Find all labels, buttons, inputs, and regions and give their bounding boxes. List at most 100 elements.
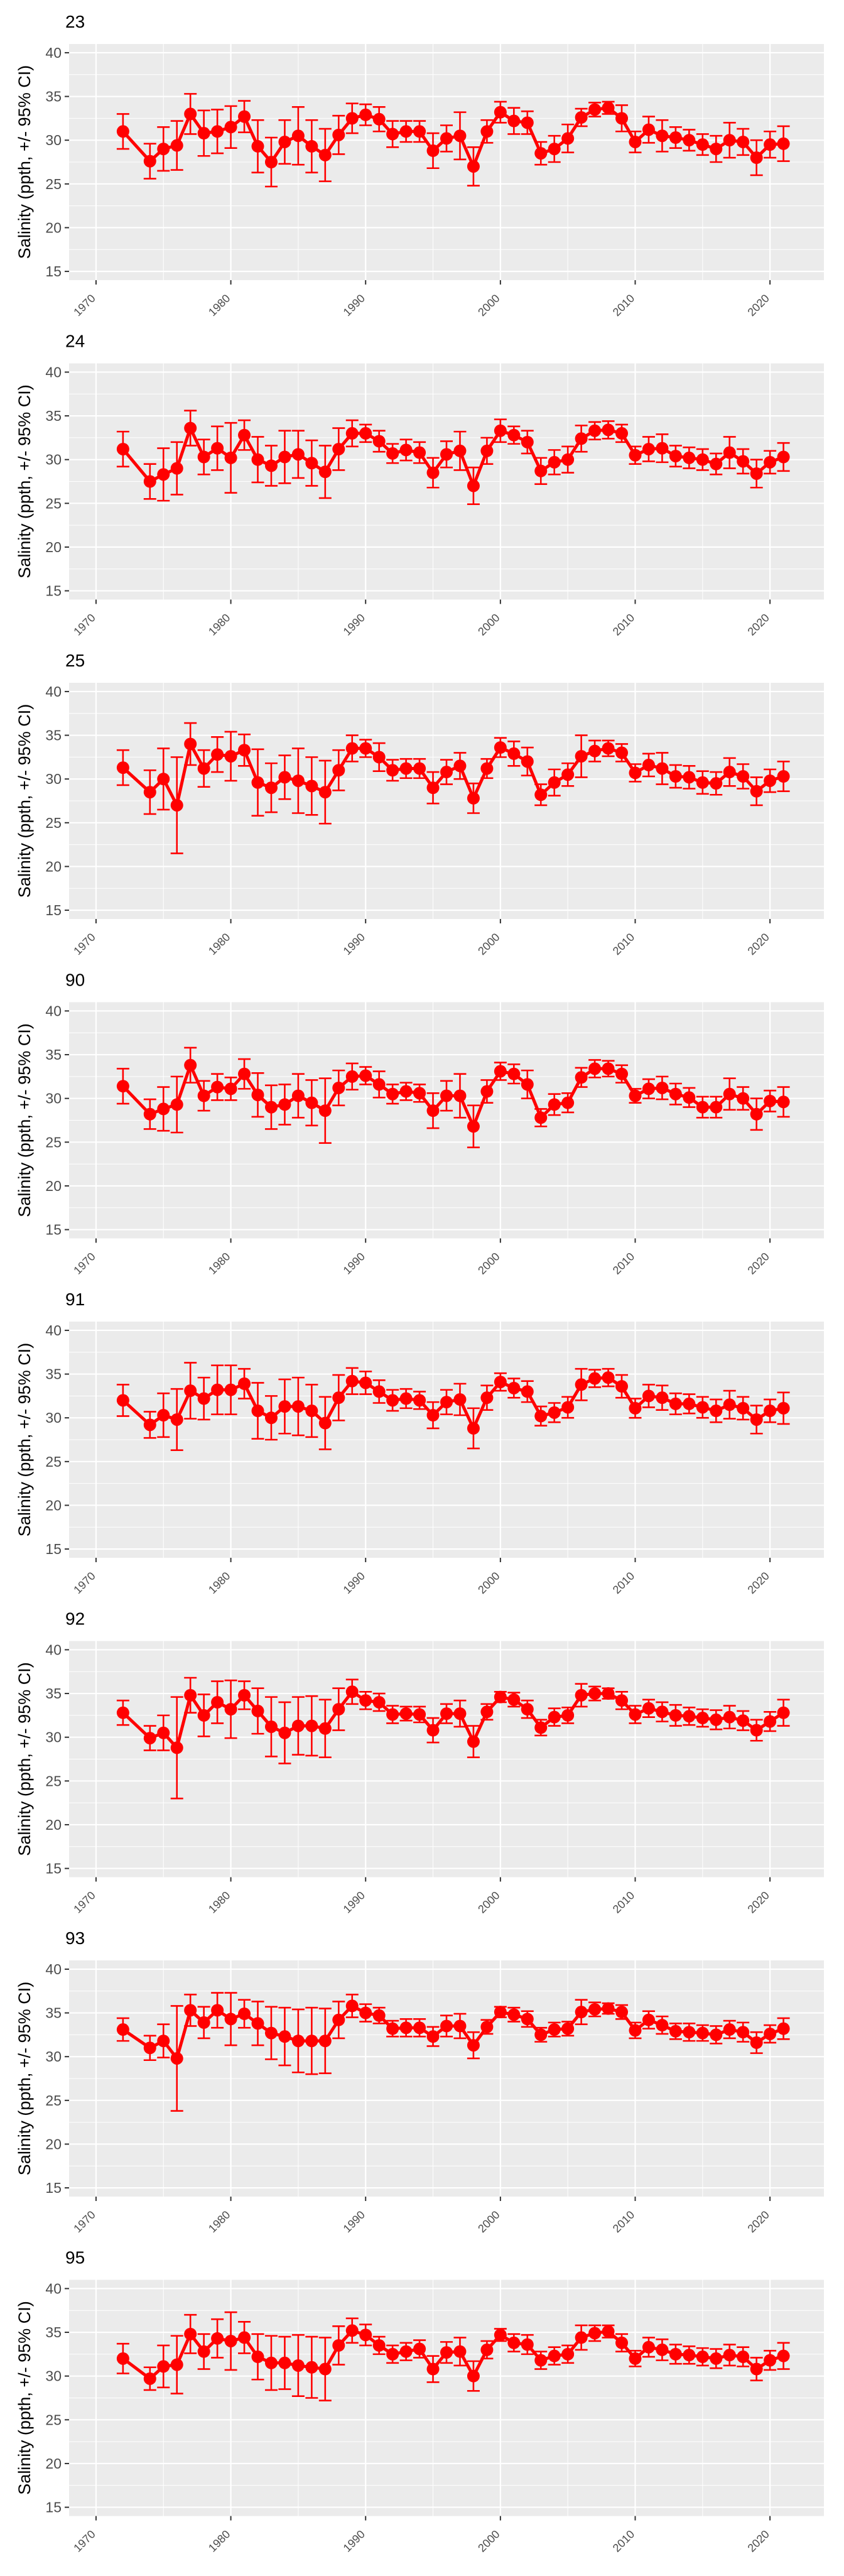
x-tick-label: 1980 <box>206 1250 232 1276</box>
data-point <box>521 435 534 448</box>
data-point <box>224 1703 237 1716</box>
data-point <box>710 1101 723 1114</box>
y-tick-label: 40 <box>45 683 62 700</box>
data-point <box>453 1707 467 1720</box>
data-point <box>170 1098 183 1111</box>
data-point <box>750 151 763 165</box>
data-point <box>399 1707 413 1720</box>
data-point <box>157 143 170 156</box>
data-point <box>332 1081 345 1094</box>
data-point <box>264 1720 278 1733</box>
data-point <box>170 1413 183 1426</box>
data-point <box>656 1705 669 1719</box>
data-point <box>710 457 723 470</box>
data-point <box>696 1712 709 1725</box>
data-point <box>211 1383 224 1396</box>
data-point <box>669 2024 682 2038</box>
data-point <box>642 2013 655 2026</box>
data-point <box>278 2356 291 2369</box>
data-point <box>372 112 386 126</box>
data-point <box>426 144 440 157</box>
data-point <box>359 1694 372 1707</box>
y-tick-label: 20 <box>45 219 62 236</box>
data-point <box>440 1707 453 1720</box>
data-point <box>386 764 399 777</box>
data-point <box>656 129 669 143</box>
data-point <box>467 791 480 805</box>
data-point <box>143 1418 156 1432</box>
data-point <box>413 1708 426 1721</box>
data-point <box>426 2362 440 2376</box>
data-point <box>264 781 278 795</box>
data-point <box>372 435 386 448</box>
data-point <box>777 2022 790 2035</box>
data-point <box>224 1383 237 1396</box>
y-tick-label: 35 <box>45 2324 62 2340</box>
data-point <box>143 475 156 488</box>
y-tick-label: 35 <box>45 1046 62 1063</box>
data-point <box>534 788 548 802</box>
data-point <box>143 1732 156 1745</box>
data-point <box>426 2030 440 2043</box>
data-point <box>561 453 575 466</box>
data-point <box>764 774 777 787</box>
y-tick-label: 35 <box>45 1685 62 1702</box>
data-point <box>305 139 318 153</box>
data-point <box>399 1392 413 1405</box>
y-tick-label: 40 <box>45 1322 62 1339</box>
y-axis-label: Salinity (ppth, +/- 95% CI) <box>15 704 34 898</box>
data-point <box>184 2327 197 2340</box>
data-point <box>197 450 210 464</box>
data-point <box>480 1085 494 1098</box>
x-tick-label: 1990 <box>341 931 367 957</box>
data-point <box>386 1087 399 1101</box>
data-point <box>291 448 305 461</box>
y-tick-label: 35 <box>45 408 62 424</box>
data-point <box>170 139 183 152</box>
data-point <box>413 762 426 775</box>
data-point <box>561 132 575 145</box>
data-point <box>291 774 305 787</box>
x-tick-label: 1990 <box>341 2209 367 2235</box>
data-point <box>629 448 642 462</box>
data-point <box>696 776 709 789</box>
data-point <box>575 2331 588 2344</box>
data-point <box>561 1096 575 1109</box>
x-tick-label: 1970 <box>71 1250 97 1276</box>
data-point <box>777 137 790 150</box>
data-point <box>629 2024 642 2037</box>
data-point <box>534 2028 548 2041</box>
data-point <box>143 2041 156 2055</box>
y-axis-label: Salinity (ppth, +/- 95% CI) <box>15 1343 34 1536</box>
data-point <box>238 1377 251 1390</box>
data-point <box>264 1101 278 1114</box>
data-point <box>669 450 682 463</box>
y-tick-label: 25 <box>45 176 62 192</box>
chart-panel: 25 15 20 25 30 35 40 1970 1980 1990 2000 2010 2020 Sa… <box>15 651 824 957</box>
y-axis-label: Salinity (ppth, +/- 95% CI) <box>15 1982 34 2175</box>
data-point <box>157 2360 170 2373</box>
data-point <box>184 1688 197 1702</box>
data-point <box>278 450 291 464</box>
data-point <box>224 451 237 464</box>
data-point <box>602 1687 615 1700</box>
data-point <box>211 748 224 761</box>
y-tick-label: 15 <box>45 583 62 599</box>
data-point <box>521 2338 534 2351</box>
data-point <box>143 1107 156 1121</box>
data-point <box>764 1405 777 1418</box>
data-point <box>170 798 183 812</box>
data-point <box>440 1396 453 1409</box>
data-point <box>184 1058 197 1072</box>
data-point <box>602 423 615 437</box>
data-point <box>480 762 494 775</box>
data-point <box>480 2020 494 2033</box>
data-point <box>332 1391 345 1405</box>
data-point <box>602 1371 615 1384</box>
y-tick-label: 25 <box>45 1773 62 1789</box>
panel-title: 93 <box>65 1928 85 1948</box>
data-point <box>453 1393 467 1406</box>
x-tick-label: 2020 <box>745 1889 772 1915</box>
data-point <box>750 2362 763 2376</box>
data-point <box>521 755 534 768</box>
